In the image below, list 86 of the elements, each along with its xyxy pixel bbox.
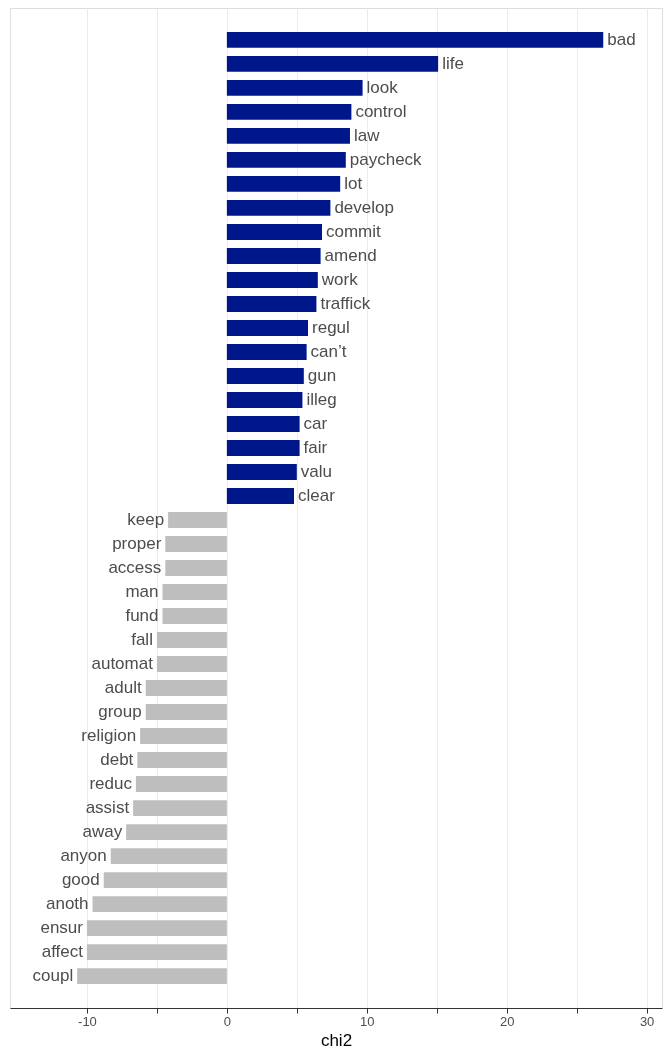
y-tick-label: develop xyxy=(334,197,394,217)
y-tick-label: access xyxy=(108,558,162,578)
y-tick-label: paycheck xyxy=(349,149,423,169)
y-tick-label: valu xyxy=(300,461,333,481)
bar xyxy=(162,584,227,600)
y-tick-label: amend xyxy=(324,245,377,265)
bar xyxy=(133,800,227,816)
bar xyxy=(226,320,309,336)
y-tick-label: law xyxy=(353,125,381,145)
x-tick-label: 20 xyxy=(499,1013,515,1029)
bar xyxy=(86,920,227,936)
y-tick-label: coupl xyxy=(32,966,74,986)
y-tick-label: man xyxy=(125,582,159,602)
y-tick-label: bad xyxy=(607,29,636,49)
bar xyxy=(86,944,227,960)
y-tick-label: reduc xyxy=(89,774,133,794)
x-tick-label: 10 xyxy=(360,1013,375,1029)
bar xyxy=(226,104,352,120)
y-tick-label: can’t xyxy=(310,341,347,361)
bar xyxy=(226,392,303,408)
y-tick-label: affect xyxy=(41,942,84,962)
x-tick-label: -10 xyxy=(78,1013,97,1029)
y-tick-label: work xyxy=(320,269,359,289)
y-tick-label: fund xyxy=(125,606,159,626)
y-tick-label: look xyxy=(366,77,399,97)
bar xyxy=(165,560,227,576)
bar xyxy=(226,368,304,384)
y-tick-label: proper xyxy=(112,534,162,554)
bar xyxy=(168,512,227,528)
y-tick-label: assist xyxy=(85,798,130,818)
y-tick-label: anyon xyxy=(60,846,107,866)
y-tick-label: traffick xyxy=(320,293,371,313)
bar xyxy=(110,848,227,864)
y-tick-label: religion xyxy=(81,726,137,746)
bar xyxy=(140,728,227,744)
bar xyxy=(165,536,227,552)
y-tick-label: regul xyxy=(312,317,350,337)
bar xyxy=(126,824,227,840)
bar xyxy=(226,488,295,504)
bar xyxy=(226,440,300,456)
y-tick-label: lot xyxy=(344,173,363,193)
x-tick-label: 0 xyxy=(223,1013,231,1029)
bar xyxy=(145,704,227,720)
bar xyxy=(145,680,227,696)
y-tick-label: car xyxy=(303,413,328,433)
bar xyxy=(226,128,350,144)
y-tick-label: keep xyxy=(127,510,165,529)
y-tick-label: commit xyxy=(326,221,382,241)
bar xyxy=(156,632,227,648)
bar xyxy=(226,152,346,168)
y-tick-label: fall xyxy=(131,630,153,650)
y-tick-label: away xyxy=(82,822,123,842)
bar xyxy=(226,272,318,288)
y-tick-label: fair xyxy=(303,437,328,457)
bar xyxy=(226,32,604,48)
x-axis-title: chi2 xyxy=(320,1030,353,1050)
y-tick-label: good xyxy=(61,870,100,890)
bar xyxy=(226,200,331,216)
y-tick-label: group xyxy=(98,702,142,722)
x-tick-label: 30 xyxy=(639,1013,655,1029)
bar xyxy=(135,776,227,792)
y-tick-label: gun xyxy=(307,365,337,385)
bar xyxy=(77,968,227,984)
bar xyxy=(226,344,307,360)
bar xyxy=(137,752,227,768)
bar xyxy=(92,896,227,912)
bar xyxy=(226,464,297,480)
bar xyxy=(103,872,227,888)
y-tick-label: life xyxy=(442,53,464,73)
y-tick-label: automat xyxy=(91,654,154,674)
y-tick-label: ensur xyxy=(40,918,84,938)
bar xyxy=(226,248,321,264)
bar xyxy=(226,80,363,96)
bar xyxy=(226,296,317,312)
y-tick-label: adult xyxy=(104,678,142,698)
y-tick-label: control xyxy=(355,101,407,121)
bar xyxy=(226,176,341,192)
bar xyxy=(162,608,227,624)
y-tick-label: illeg xyxy=(306,389,337,409)
bar xyxy=(156,656,227,672)
bar xyxy=(226,56,439,72)
bar xyxy=(226,416,300,432)
y-tick-label: anoth xyxy=(46,894,89,914)
y-tick-label: clear xyxy=(298,486,336,505)
bar xyxy=(226,224,323,240)
y-tick-label: debt xyxy=(100,750,134,770)
